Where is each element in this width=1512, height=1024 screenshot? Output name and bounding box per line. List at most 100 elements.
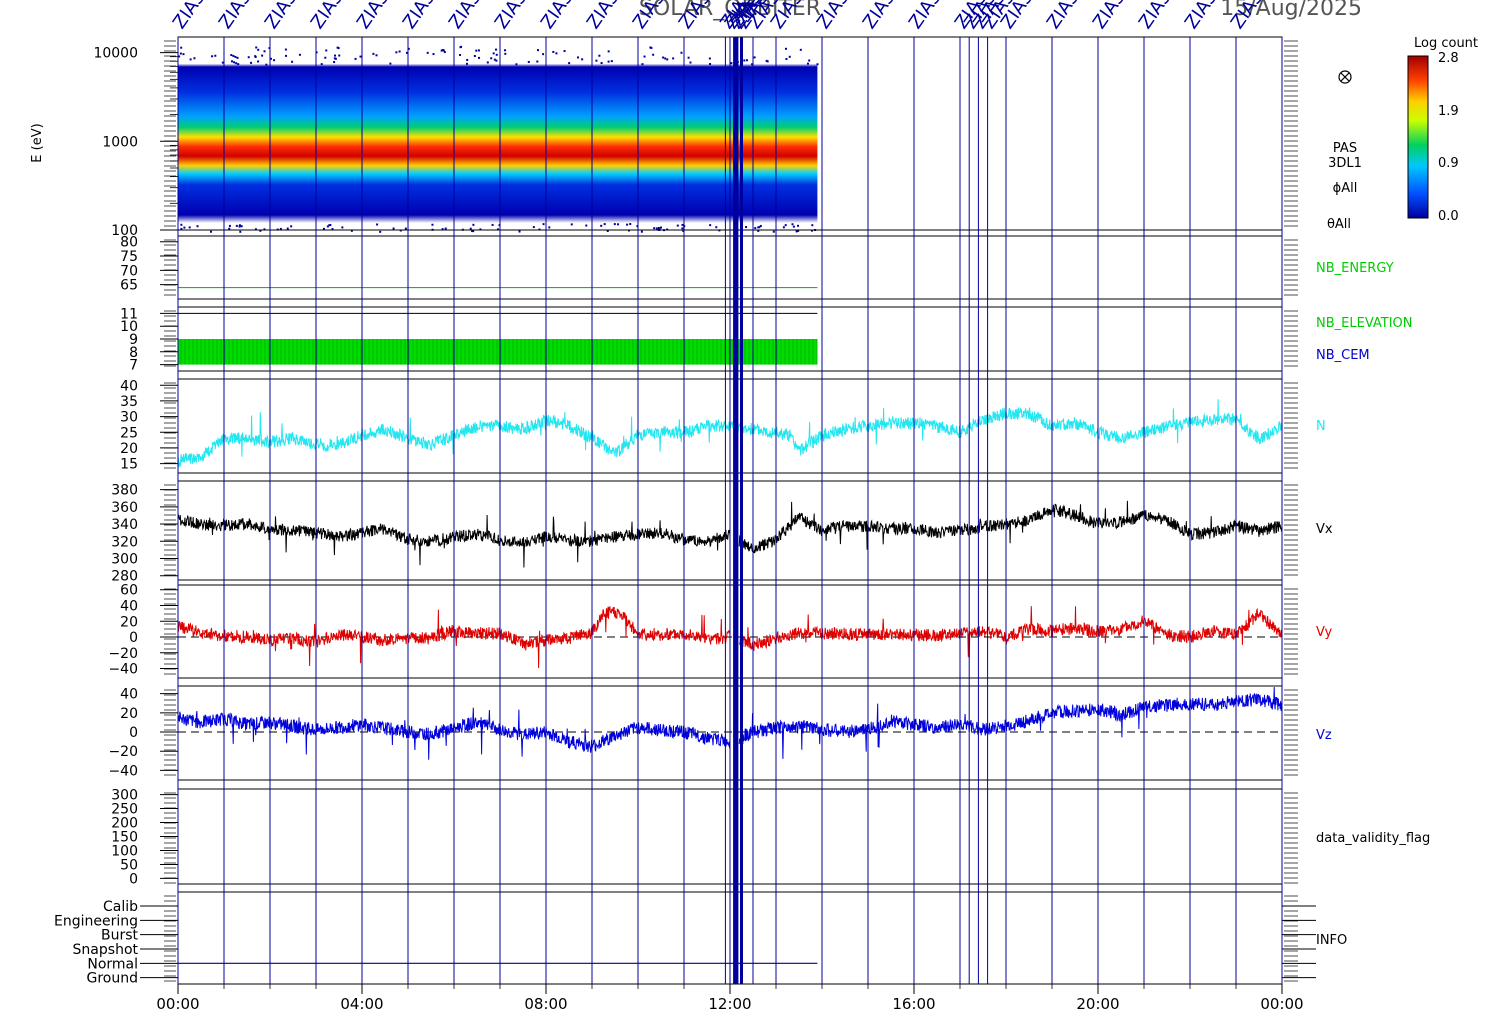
spectrogram-speckle [636,225,639,228]
spectrogram-speckle [290,225,293,228]
spectrogram-speckle [490,57,493,60]
y-tick-label: 40 [120,687,138,703]
spectrogram-speckle [375,54,378,57]
spectrogram-speckle [745,59,748,62]
colorbar-tick-upper: 1.9 [1438,104,1459,119]
spectrogram-speckle [359,55,362,58]
event-line-label: ZIAS [261,0,302,33]
spectrogram-speckle [810,229,813,232]
spectrogram-speckle [471,230,474,233]
x-tick-label: 20:00 [1076,995,1119,1013]
spectrogram-speckle [188,226,191,229]
vz-label: Vz [1316,728,1332,743]
spectrogram-band [178,63,818,223]
spectrogram-speckle [465,62,468,65]
spectrogram-speckle [441,228,444,231]
info-category-label: Normal [87,956,138,972]
y-tick-label: 7 [129,358,138,374]
spectrogram-speckle [180,227,183,230]
y-tick-label: 10000 [93,46,138,62]
spectrogram-speckle [329,224,332,227]
spectrogram-speckle [570,223,573,226]
y-tick-label: 0 [129,630,138,646]
info-category-label: Burst [101,928,139,944]
spectrogram-speckle [333,57,336,60]
x-tick-label: 12:00 [708,995,751,1013]
y-tick-label: 50 [120,857,138,873]
spectrogram-speckle [239,230,242,233]
spectrogram-speckle [603,223,606,226]
y-tick-label: 150 [111,830,138,846]
spectrogram-speckle [210,230,213,233]
y-tick-label: −20 [108,646,138,662]
spectrogram-speckle [459,46,462,49]
spectrogram-speckle [268,47,271,50]
spectrogram-speckle [751,63,754,66]
spectrogram-speckle [758,226,761,229]
colorbar-title: Log count [1414,36,1478,51]
spectrogram-speckle [743,59,746,62]
spectrogram-speckle [532,226,535,229]
spectrogram-speckle [179,52,182,55]
spectrogram-speckle [230,54,233,57]
spectrogram-speckle [211,55,214,58]
spectrogram-speckle [708,57,711,60]
spectrogram-speckle [493,58,496,61]
spectrogram-speckle [664,57,667,60]
spectrogram-speckle [182,53,185,56]
y-tick-label: 0 [129,871,138,887]
spectrogram-speckle [432,53,435,56]
x-tick-label: 08:00 [524,995,567,1013]
y-tick-label: 340 [111,517,138,533]
spectrogram-speckle [180,223,183,226]
spectrogram-speckle [250,61,253,64]
spectrogram-speckle [238,225,241,228]
spectrogram-speckle [389,62,392,65]
spectrogram-speckle [660,226,663,229]
info-category-label: Calib [103,899,138,915]
spectrogram-speckle [653,227,656,230]
spectrogram-speckle [784,47,787,50]
spectrogram-speckle [338,54,341,57]
event-line-label: ZIAS [1043,0,1084,33]
spectrogram-speckle [542,223,545,226]
spectrogram-speckle [806,62,809,65]
spectrogram-speckle [230,60,233,63]
spectrogram-speckle [709,63,712,66]
spectrogram-speckle [495,48,498,51]
spectrogram-speckle [472,230,475,233]
colorbar-tick-top: 2.8 [1438,51,1459,66]
spectrogram-speckle [350,229,353,232]
spectrogram-speckle [479,228,482,231]
y-tick-label: 20 [120,614,138,630]
spectrogram-speckle [475,49,478,52]
spectrogram-speckle [595,59,598,62]
spectrogram-speckle [766,60,769,63]
spectrogram-speckle [240,225,243,228]
spectrogram-speckle [354,57,357,60]
y-tick-label: 8 [129,345,138,361]
spectrogram-speckle [772,230,775,233]
y-tick-label: 35 [120,394,138,410]
spectrogram-speckle [326,225,329,228]
spectrogram-speckle [472,223,475,226]
event-line-label: ZIAS [537,0,578,33]
spectrogram-speckle [607,50,610,53]
spectrogram-speckle [333,61,336,64]
y-tick-label: −20 [108,744,138,760]
spectrogram-speckle [681,227,684,230]
spectrogram-speckle [681,223,684,226]
spectrogram-speckle [291,60,294,63]
spectrogram-speckle [626,223,629,226]
y-tick-label: 100 [111,223,138,239]
y-tick-label: 30 [120,410,138,426]
vy-label: Vy [1316,625,1333,640]
colorbar [1407,55,1429,219]
y-tick-label: 280 [111,569,138,585]
spectrogram-speckle [672,57,675,60]
nb-elevation-fill [178,339,818,365]
spectrogram-speckle [265,63,268,66]
spectrogram-speckle [504,49,507,52]
spectrogram-speckle [444,227,447,230]
spectrogram-speckle [263,50,266,53]
